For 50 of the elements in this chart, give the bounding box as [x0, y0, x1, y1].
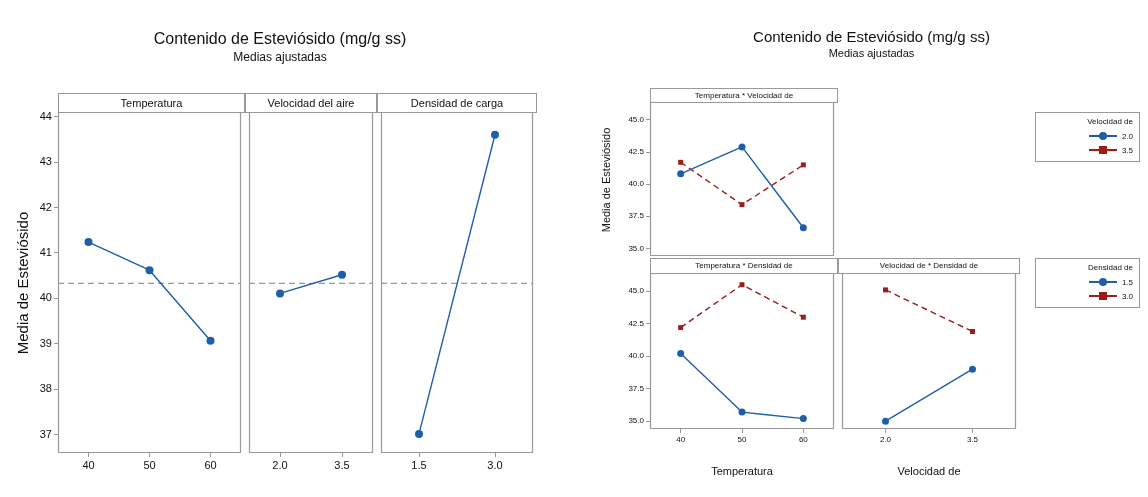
x-tick-label: 60 — [204, 458, 217, 471]
y-tick-label: 37 — [39, 427, 52, 440]
y-axis-title: Media de Esteviósido — [13, 211, 31, 354]
text: Velocidad de * Densidad de — [838, 258, 1020, 274]
y-tick-label: 38 — [39, 382, 52, 395]
x-tick-label: 2.0 — [272, 458, 288, 471]
y-tick-label: 43 — [39, 155, 52, 168]
y-tick-label: 37.5 — [628, 383, 645, 393]
legend-label: 3.5 — [1121, 145, 1133, 155]
x-tick-label: 50 — [737, 435, 747, 444]
text: Densidad de carga — [377, 93, 537, 113]
chart-subtitle: Medias ajustadas — [232, 50, 328, 64]
legend-label: 1.5 — [1121, 277, 1133, 287]
y-tick-label: 45.0 — [628, 115, 645, 125]
legend-title: Densidad de — [1087, 263, 1133, 272]
y-tick-label: 39 — [39, 336, 52, 349]
chart-title: Contenido de Esteviósido (mg/g ss) — [152, 30, 408, 48]
y-tick-label: 40.0 — [628, 179, 645, 189]
y-tick-label: 42.5 — [628, 147, 645, 157]
x-tick-label: 1.5 — [411, 458, 427, 471]
legend-label: 3.0 — [1121, 291, 1133, 301]
y-tick-label: 42.5 — [628, 318, 645, 328]
y-tick-label: 40.0 — [628, 351, 645, 361]
y-tick-label: 35.0 — [628, 243, 645, 253]
x-tick-label: 2.0 — [879, 435, 892, 444]
x-axis-title: Temperatura — [711, 465, 774, 478]
y-tick-label: 45.0 — [628, 286, 645, 296]
legend-title: Velocidad de — [1086, 117, 1133, 126]
y-tick-label: 44 — [39, 109, 52, 122]
x-axis-title: Velocidad de — [897, 465, 961, 478]
y-axis-title: Media de Esteviósido — [600, 127, 612, 233]
y-tick-label: 40 — [39, 291, 52, 304]
text: Velocidad del aire — [245, 93, 377, 113]
y-tick-label: 35.0 — [628, 416, 645, 426]
x-tick-label: 60 — [798, 435, 809, 444]
x-tick-label: 50 — [143, 458, 156, 471]
y-tick-label: 37.5 — [628, 211, 645, 221]
text: Temperatura * Velocidad de — [650, 88, 838, 103]
text: Contenido de Esteviósido (mg/g ss) — [752, 28, 991, 45]
y-tick-label: 41 — [39, 245, 52, 258]
x-tick-label: 3.0 — [487, 458, 503, 471]
y-tick-label: 42 — [39, 200, 52, 213]
x-tick-label: 40 — [676, 435, 686, 444]
text: Temperatura — [58, 93, 245, 113]
text: Medias ajustadas — [827, 47, 916, 59]
legend-label: 2.0 — [1121, 131, 1133, 141]
x-tick-label: 40 — [82, 458, 95, 471]
x-tick-label: 3.5 — [966, 435, 979, 444]
x-tick-label: 3.5 — [334, 458, 350, 471]
text: Temperatura * Densidad de — [650, 258, 838, 274]
